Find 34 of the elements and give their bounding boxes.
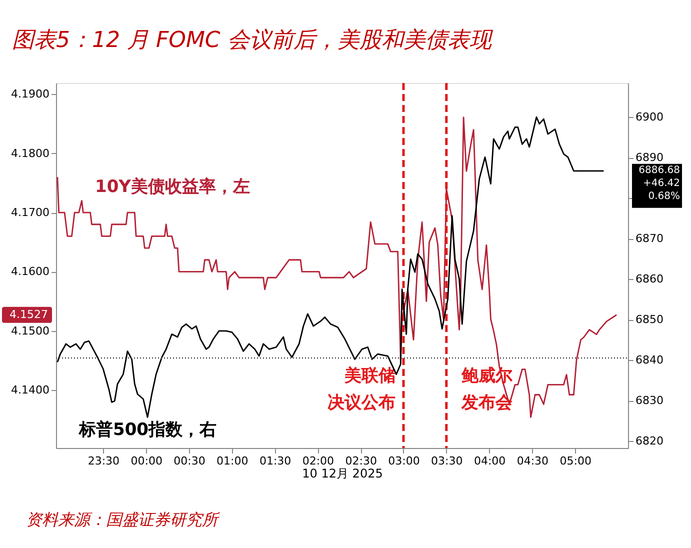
x-tick-label: 02:00 (302, 454, 334, 468)
y-tick-label: 4.1700 (11, 206, 50, 220)
ref-line-label: 美联储决议公布 (327, 366, 396, 413)
y-tick-label: 4.1900 (11, 88, 50, 101)
series-label: 10Y美债收益率，左 (95, 177, 250, 197)
series-label: 标普500指数，右 (78, 419, 216, 440)
y2-tick-label: 6820 (636, 434, 664, 448)
y-tick-label: 4.1500 (11, 324, 50, 338)
x-tick-label: 01:30 (259, 454, 292, 468)
y2-tick-label: 6860 (636, 272, 664, 286)
x-tick-label: 00:30 (174, 454, 206, 468)
x-tick-label: 04:00 (474, 454, 506, 468)
x-tick-label: 00:00 (130, 454, 162, 468)
y-tick-label: 4.1400 (11, 384, 50, 397)
y2-tick-label: 6830 (636, 394, 664, 408)
y-tick-label: 4.1800 (11, 146, 50, 160)
x-tick-label: 23:30 (88, 454, 120, 468)
y-tick-label: 4.1600 (11, 265, 50, 278)
y2-tick-label: 6840 (636, 354, 664, 367)
x-axis-title: 10 12月 2025 (302, 466, 383, 480)
x-tick-label: 02:30 (345, 454, 377, 468)
text: 资料来源：国盛证券研究所 (26, 510, 220, 529)
chart-title: 图表5：12 月 FOMC 会议前后，美股和美债表现 (12, 28, 494, 53)
x-tick-label: 01:00 (216, 454, 248, 468)
y2-tick-label: 6900 (636, 110, 664, 124)
text: 4.1527 (10, 308, 48, 321)
y2-tick-label: 6890 (636, 151, 664, 164)
y2-tick-label: 6870 (636, 232, 664, 246)
y2-tick-label: 6850 (636, 313, 664, 326)
text: 6886.68 +46.42 0.68% (638, 164, 680, 202)
x-tick-label: 04:30 (516, 454, 549, 468)
x-tick-label: 03:30 (431, 454, 463, 468)
x-tick-label: 05:00 (560, 454, 592, 468)
x-tick-label: 03:00 (388, 454, 420, 468)
